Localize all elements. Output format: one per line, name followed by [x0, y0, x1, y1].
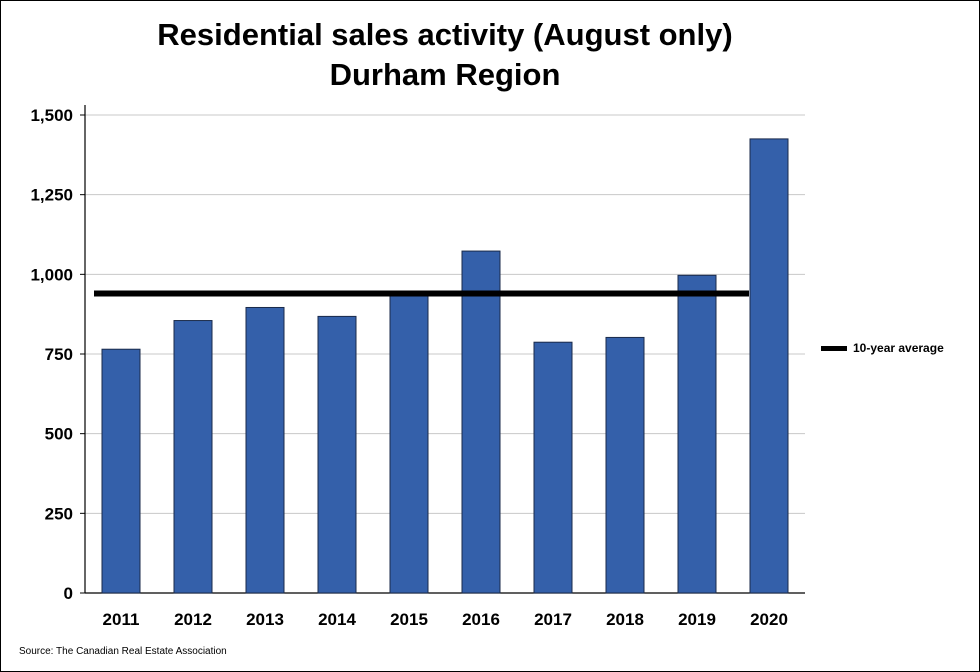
chart-title-block: Residential sales activity (August only)…	[1, 15, 889, 95]
y-tick-label: 750	[45, 345, 73, 364]
y-tick-label: 1,250	[30, 186, 73, 205]
bar	[173, 320, 213, 594]
x-tick-label: 2019	[678, 610, 716, 629]
bar	[677, 274, 717, 594]
bar	[749, 138, 789, 594]
y-tick-label: 0	[64, 584, 73, 603]
bar	[461, 250, 501, 594]
bar	[245, 306, 285, 594]
y-tick-label: 1,500	[30, 106, 73, 125]
x-tick-label: 2014	[318, 610, 356, 629]
x-tick-label: 2020	[750, 610, 788, 629]
y-tick-label: 500	[45, 425, 73, 444]
y-tick-label: 1,000	[30, 265, 73, 284]
legend: 10-year average	[821, 341, 944, 355]
chart-subtitle: Durham Region	[329, 57, 561, 92]
bar	[317, 315, 357, 594]
x-tick-label: 2012	[174, 610, 212, 629]
x-tick-label: 2013	[246, 610, 284, 629]
bar	[101, 348, 141, 594]
legend-line-swatch	[821, 345, 847, 351]
x-tick-label: 2011	[103, 610, 140, 629]
chart-title: Residential sales activity (August only)	[157, 17, 733, 52]
source-note: Source: The Canadian Real Estate Associa…	[19, 646, 227, 657]
bar	[605, 336, 645, 594]
x-tick-label: 2016	[462, 610, 500, 629]
x-tick-label: 2015	[390, 610, 428, 629]
bar	[389, 294, 429, 594]
x-tick-label: 2017	[534, 610, 572, 629]
bar	[533, 341, 573, 594]
x-tick-label: 2018	[606, 610, 644, 629]
legend-label: 10-year average	[853, 341, 944, 355]
y-tick-label: 250	[45, 504, 73, 523]
